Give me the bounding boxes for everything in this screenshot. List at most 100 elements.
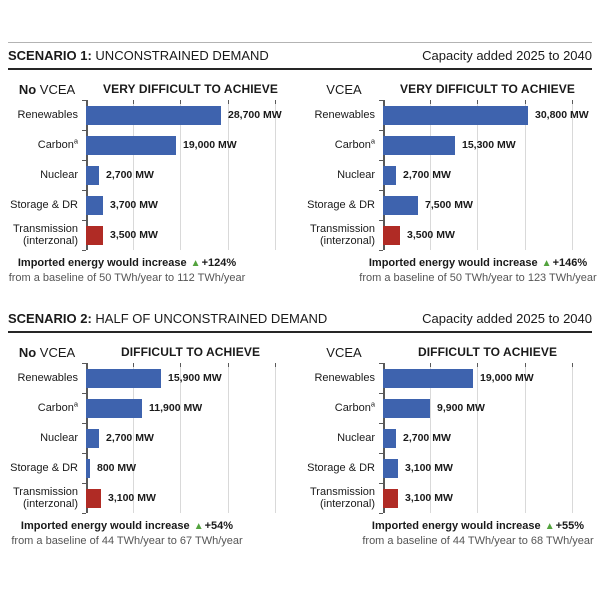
bar-row: 2,700 MW xyxy=(383,423,583,453)
category-labels: Renewables Carbona Nuclear Storage & DR Tran… xyxy=(305,100,383,250)
axis-top-tick xyxy=(525,363,526,367)
difficulty-heading: VERY DIFFICULT TO ACHIEVE xyxy=(400,82,575,96)
bar xyxy=(86,428,99,448)
vcea-label: No VCEA xyxy=(8,345,86,360)
bar-row: 3,100 MW xyxy=(383,483,583,513)
scenario-1-title-bold: SCENARIO 1: xyxy=(8,48,92,63)
baseline-text: from a baseline of 44 TWh/year to 68 TWh… xyxy=(362,535,594,547)
bar xyxy=(383,165,396,185)
axis-row-tick xyxy=(82,250,86,251)
increase-percent: +124% xyxy=(201,257,237,269)
category-label-line: Renewables xyxy=(314,109,375,121)
increase-percent: +55% xyxy=(555,520,585,532)
bar xyxy=(86,195,103,215)
bar-value-label: 28,700 MW xyxy=(228,109,282,121)
capacity-added-label-1: Capacity added 2025 to 2040 xyxy=(422,48,592,63)
vcea-label-bold: No xyxy=(18,344,37,360)
axis-top-tick xyxy=(228,363,229,367)
bar-row: 28,700 MW xyxy=(86,100,286,130)
bar-value-label: 3,500 MW xyxy=(407,229,455,241)
category-label: Transmission (interzonal) xyxy=(8,220,86,250)
bar-row: 7,500 MW xyxy=(383,190,583,220)
vcea-label-text: VCEA xyxy=(326,344,362,360)
category-label-line: Nuclear xyxy=(337,169,375,181)
category-label: Storage & DR xyxy=(8,190,86,220)
capacity-added-label-2: Capacity added 2025 to 2040 xyxy=(422,311,592,326)
footnote-marker: a xyxy=(73,136,78,146)
axis-row-tick xyxy=(82,190,86,191)
increase-percent: +54% xyxy=(204,520,234,532)
axis-top-tick xyxy=(275,363,276,367)
chart-s2-vcea: VCEA DIFFICULT TO ACHIEVE Renewables Carbon… xyxy=(305,341,594,548)
baseline-text: from a baseline of 50 TWh/year to 123 TW… xyxy=(359,272,597,284)
panel-header: VCEA VERY DIFFICULT TO ACHIEVE xyxy=(305,78,592,100)
scenario-2-header: SCENARIO 2: HALF OF UNCONSTRAINED DEMAND… xyxy=(8,311,592,333)
scenario-2-section: SCENARIO 2: HALF OF UNCONSTRAINED DEMAND… xyxy=(8,311,594,548)
gridline xyxy=(525,100,526,250)
bar xyxy=(86,165,99,185)
axis-row-tick xyxy=(379,100,383,101)
gridline xyxy=(477,363,478,513)
bar-value-label: 19,000 MW xyxy=(480,372,534,384)
category-label-line: Transmission xyxy=(310,223,375,235)
category-label: Carbona xyxy=(8,130,86,160)
axis-top-tick xyxy=(275,100,276,104)
axis-top-tick xyxy=(477,363,478,367)
scenario-1-title-rest: UNCONSTRAINED DEMAND xyxy=(95,48,269,63)
axis-top-tick xyxy=(572,363,573,367)
bar xyxy=(383,458,398,478)
axis-row-tick xyxy=(379,393,383,394)
vcea-label-text: VCEA xyxy=(39,344,76,360)
increase-triangle-icon: ▲ xyxy=(190,258,201,269)
plot-area: 30,800 MW 15,300 MW 2,700 MW 7,500 MW 3,500 … xyxy=(379,100,589,251)
axis-row-tick xyxy=(82,363,86,364)
category-label: Nuclear xyxy=(8,423,86,453)
axis-row-tick xyxy=(379,190,383,191)
axis-top-tick xyxy=(525,100,526,104)
bar xyxy=(383,428,396,448)
axis-top-tick xyxy=(133,363,134,367)
bar-value-label: 3,500 MW xyxy=(110,229,158,241)
difficulty-heading: VERY DIFFICULT TO ACHIEVE xyxy=(103,82,278,96)
axis-row-tick xyxy=(82,160,86,161)
bar-chart-plot: Renewables Carbona Nuclear Storage & DR Tran… xyxy=(8,100,295,251)
bar-chart-plot: Renewables Carbona Nuclear Storage & DR Tran… xyxy=(305,100,592,251)
gridline xyxy=(180,100,181,250)
bar-chart-plot: Renewables Carbona Nuclear Storage & DR Tran… xyxy=(8,363,295,514)
bar-value-label: 19,000 MW xyxy=(183,139,237,151)
category-label: Storage & DR xyxy=(8,453,86,483)
axis-row-tick xyxy=(379,453,383,454)
plot-area: 15,900 MW 11,900 MW 2,700 MW 800 MW 3,100 MW xyxy=(82,363,286,514)
category-label-line: Transmission xyxy=(310,486,375,498)
bar-row: 3,700 MW xyxy=(86,190,286,220)
category-label-line2: (interzonal) xyxy=(22,498,78,510)
scenario-2-panels: No VCEA DIFFICULT TO ACHIEVE Renewables Car… xyxy=(8,341,594,548)
bar xyxy=(383,398,430,418)
category-label: Storage & DR xyxy=(305,190,383,220)
category-label: Transmission (interzonal) xyxy=(305,220,383,250)
bar xyxy=(383,105,528,125)
axis-row-tick xyxy=(379,160,383,161)
gridline xyxy=(430,100,431,250)
vcea-label: No VCEA xyxy=(8,82,86,97)
bar-value-label: 9,900 MW xyxy=(437,402,485,414)
bar xyxy=(383,135,455,155)
category-label-line: Carbona xyxy=(334,136,375,151)
bar-row: 3,100 MW xyxy=(86,483,286,513)
category-label: Renewables xyxy=(8,100,86,130)
figure-top-border xyxy=(8,42,592,43)
bar-row: 2,700 MW xyxy=(383,160,583,190)
category-labels: Renewables Carbona Nuclear Storage & DR Tran… xyxy=(8,100,86,250)
category-label-line: Renewables xyxy=(314,372,375,384)
bar-row: 3,500 MW xyxy=(383,220,583,250)
bar xyxy=(86,398,142,418)
bar xyxy=(383,195,418,215)
category-label: Carbona xyxy=(8,393,86,423)
panel-header: No VCEA VERY DIFFICULT TO ACHIEVE xyxy=(8,78,295,100)
category-label: Renewables xyxy=(305,100,383,130)
category-label-line: Storage & DR xyxy=(307,199,375,211)
bar-value-label: 15,300 MW xyxy=(462,139,516,151)
bar-row: 800 MW xyxy=(86,453,286,483)
bar-value-label: 2,700 MW xyxy=(106,432,154,444)
